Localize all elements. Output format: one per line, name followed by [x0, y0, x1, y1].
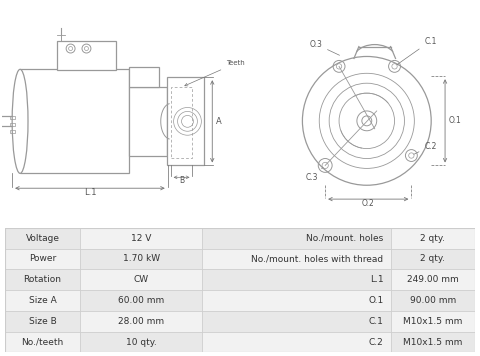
- Bar: [391, 228, 475, 248]
- Bar: [80, 332, 203, 352]
- Text: 2 qty.: 2 qty.: [420, 255, 445, 263]
- Ellipse shape: [12, 69, 28, 173]
- Bar: [203, 248, 391, 269]
- Text: 249.00 mm: 249.00 mm: [407, 275, 459, 284]
- Bar: [5, 311, 80, 332]
- Bar: [5, 332, 80, 352]
- Bar: [5, 290, 80, 311]
- Text: No./teeth: No./teeth: [21, 337, 63, 346]
- Text: Size A: Size A: [28, 296, 56, 305]
- Text: O.2: O.2: [362, 199, 375, 208]
- Text: 12 V: 12 V: [131, 234, 151, 243]
- Text: Rotation: Rotation: [24, 275, 61, 284]
- Text: 10 qty.: 10 qty.: [126, 337, 156, 346]
- Text: CW: CW: [133, 275, 149, 284]
- Text: L.1: L.1: [84, 188, 96, 197]
- Text: C.1: C.1: [369, 317, 384, 326]
- Bar: [391, 332, 475, 352]
- Text: A: A: [216, 117, 222, 126]
- Text: O.1: O.1: [368, 296, 384, 305]
- Bar: [80, 248, 203, 269]
- Bar: [10, 123, 15, 126]
- Bar: [80, 228, 203, 248]
- Text: B: B: [179, 176, 184, 185]
- Bar: [171, 87, 192, 157]
- Text: C.2: C.2: [414, 142, 437, 154]
- Text: 60.00 mm: 60.00 mm: [118, 296, 164, 305]
- Bar: [5, 269, 80, 290]
- Text: No./mount. holes: No./mount. holes: [306, 234, 384, 243]
- Bar: [391, 248, 475, 269]
- Text: O.1: O.1: [449, 116, 462, 125]
- Bar: [10, 116, 15, 119]
- Text: C.3: C.3: [305, 167, 323, 182]
- Text: M10x1.5 mm: M10x1.5 mm: [403, 317, 463, 326]
- Text: Voltage: Voltage: [25, 234, 60, 243]
- Text: Power: Power: [29, 255, 56, 263]
- Bar: [80, 269, 203, 290]
- Text: 28.00 mm: 28.00 mm: [118, 317, 164, 326]
- Bar: [203, 269, 391, 290]
- Bar: [20, 69, 129, 173]
- Bar: [391, 290, 475, 311]
- Bar: [391, 311, 475, 332]
- Text: Teeth: Teeth: [185, 61, 245, 86]
- Bar: [80, 290, 203, 311]
- Bar: [203, 228, 391, 248]
- Text: C.2: C.2: [369, 337, 384, 346]
- Text: 1.70 kW: 1.70 kW: [123, 255, 160, 263]
- Bar: [167, 77, 204, 166]
- Bar: [203, 311, 391, 332]
- Text: 90.00 mm: 90.00 mm: [410, 296, 456, 305]
- Text: L.1: L.1: [370, 275, 384, 284]
- Text: O.3: O.3: [309, 40, 339, 55]
- Bar: [203, 290, 391, 311]
- Bar: [129, 87, 167, 156]
- Circle shape: [82, 44, 91, 53]
- Bar: [5, 248, 80, 269]
- Bar: [203, 332, 391, 352]
- Text: No./mount. holes with thread: No./mount. holes with thread: [252, 255, 384, 263]
- Circle shape: [66, 44, 75, 53]
- Bar: [57, 41, 116, 70]
- Text: M10x1.5 mm: M10x1.5 mm: [403, 337, 463, 346]
- Bar: [5, 228, 80, 248]
- Bar: [10, 130, 15, 133]
- Text: Size B: Size B: [28, 317, 56, 326]
- Bar: [391, 269, 475, 290]
- Text: 2 qty.: 2 qty.: [420, 234, 445, 243]
- Text: C.1: C.1: [397, 37, 437, 65]
- Bar: [129, 67, 159, 87]
- Bar: [80, 311, 203, 332]
